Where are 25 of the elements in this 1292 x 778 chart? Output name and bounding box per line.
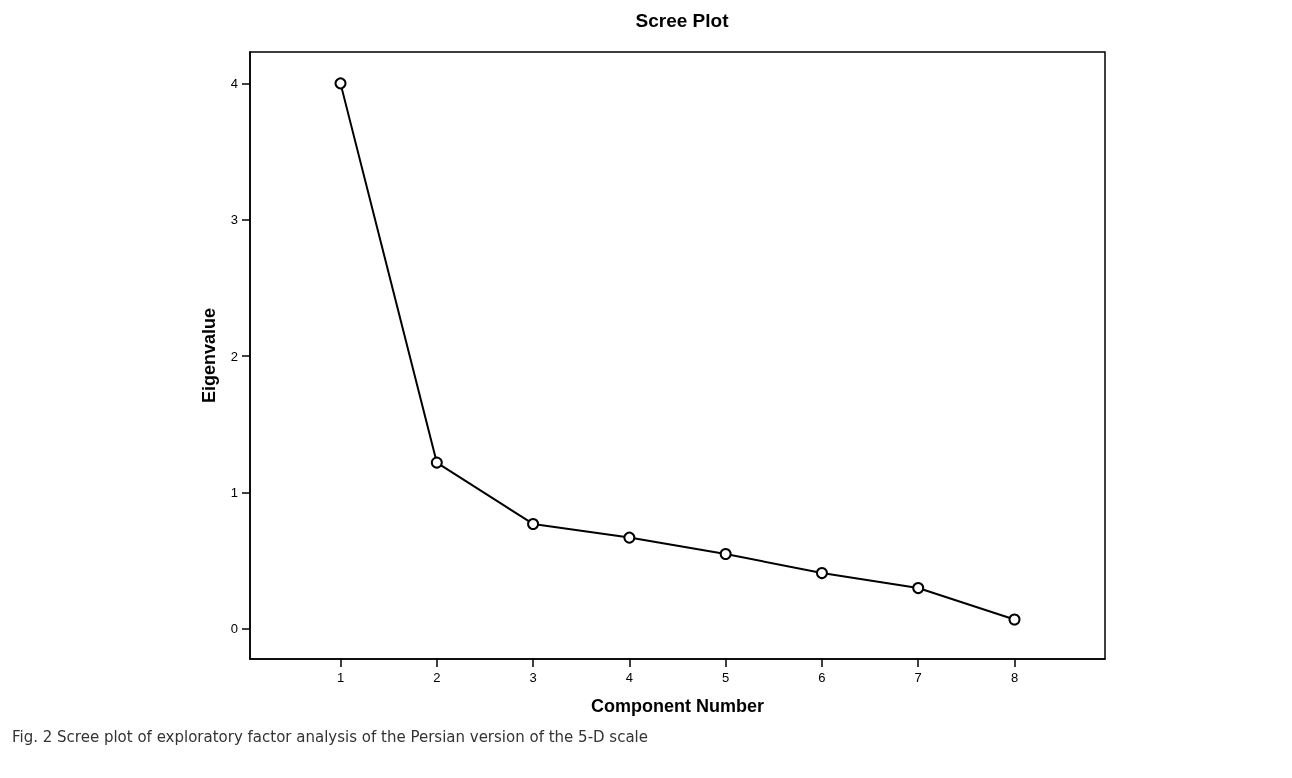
y-tick-label: 4 xyxy=(230,75,238,91)
chart-title: Scree Plot xyxy=(635,10,730,31)
x-tick-label: 1 xyxy=(336,670,345,685)
x-tick-label: 3 xyxy=(529,670,537,685)
x-tick-label: 2 xyxy=(433,670,441,685)
y-tick-label: 2 xyxy=(230,348,238,364)
point xyxy=(912,582,925,595)
point xyxy=(527,517,540,530)
x-tick-label: 5 xyxy=(722,670,730,685)
point xyxy=(815,567,828,580)
x-tick-label: 8 xyxy=(1010,670,1019,685)
point xyxy=(623,531,636,544)
x-tick-label: 7 xyxy=(914,670,922,685)
x-axis-title: Component Number xyxy=(591,696,764,716)
y-tick-label: 1 xyxy=(230,485,238,501)
point xyxy=(334,77,347,90)
x-tick-label: 6 xyxy=(818,670,826,685)
y-tick-label: 3 xyxy=(230,212,238,228)
x-tick-label: 4 xyxy=(625,670,633,685)
y-tick-label: 0 xyxy=(230,621,238,637)
caption: Fig. 2 Scree plot of exploratory factor analysis of the Persian version of the 5-D scale xyxy=(12,728,649,746)
y-axis-title: Eigenvalue xyxy=(199,307,219,404)
point xyxy=(719,547,732,560)
point xyxy=(1008,613,1021,626)
point xyxy=(430,456,443,469)
